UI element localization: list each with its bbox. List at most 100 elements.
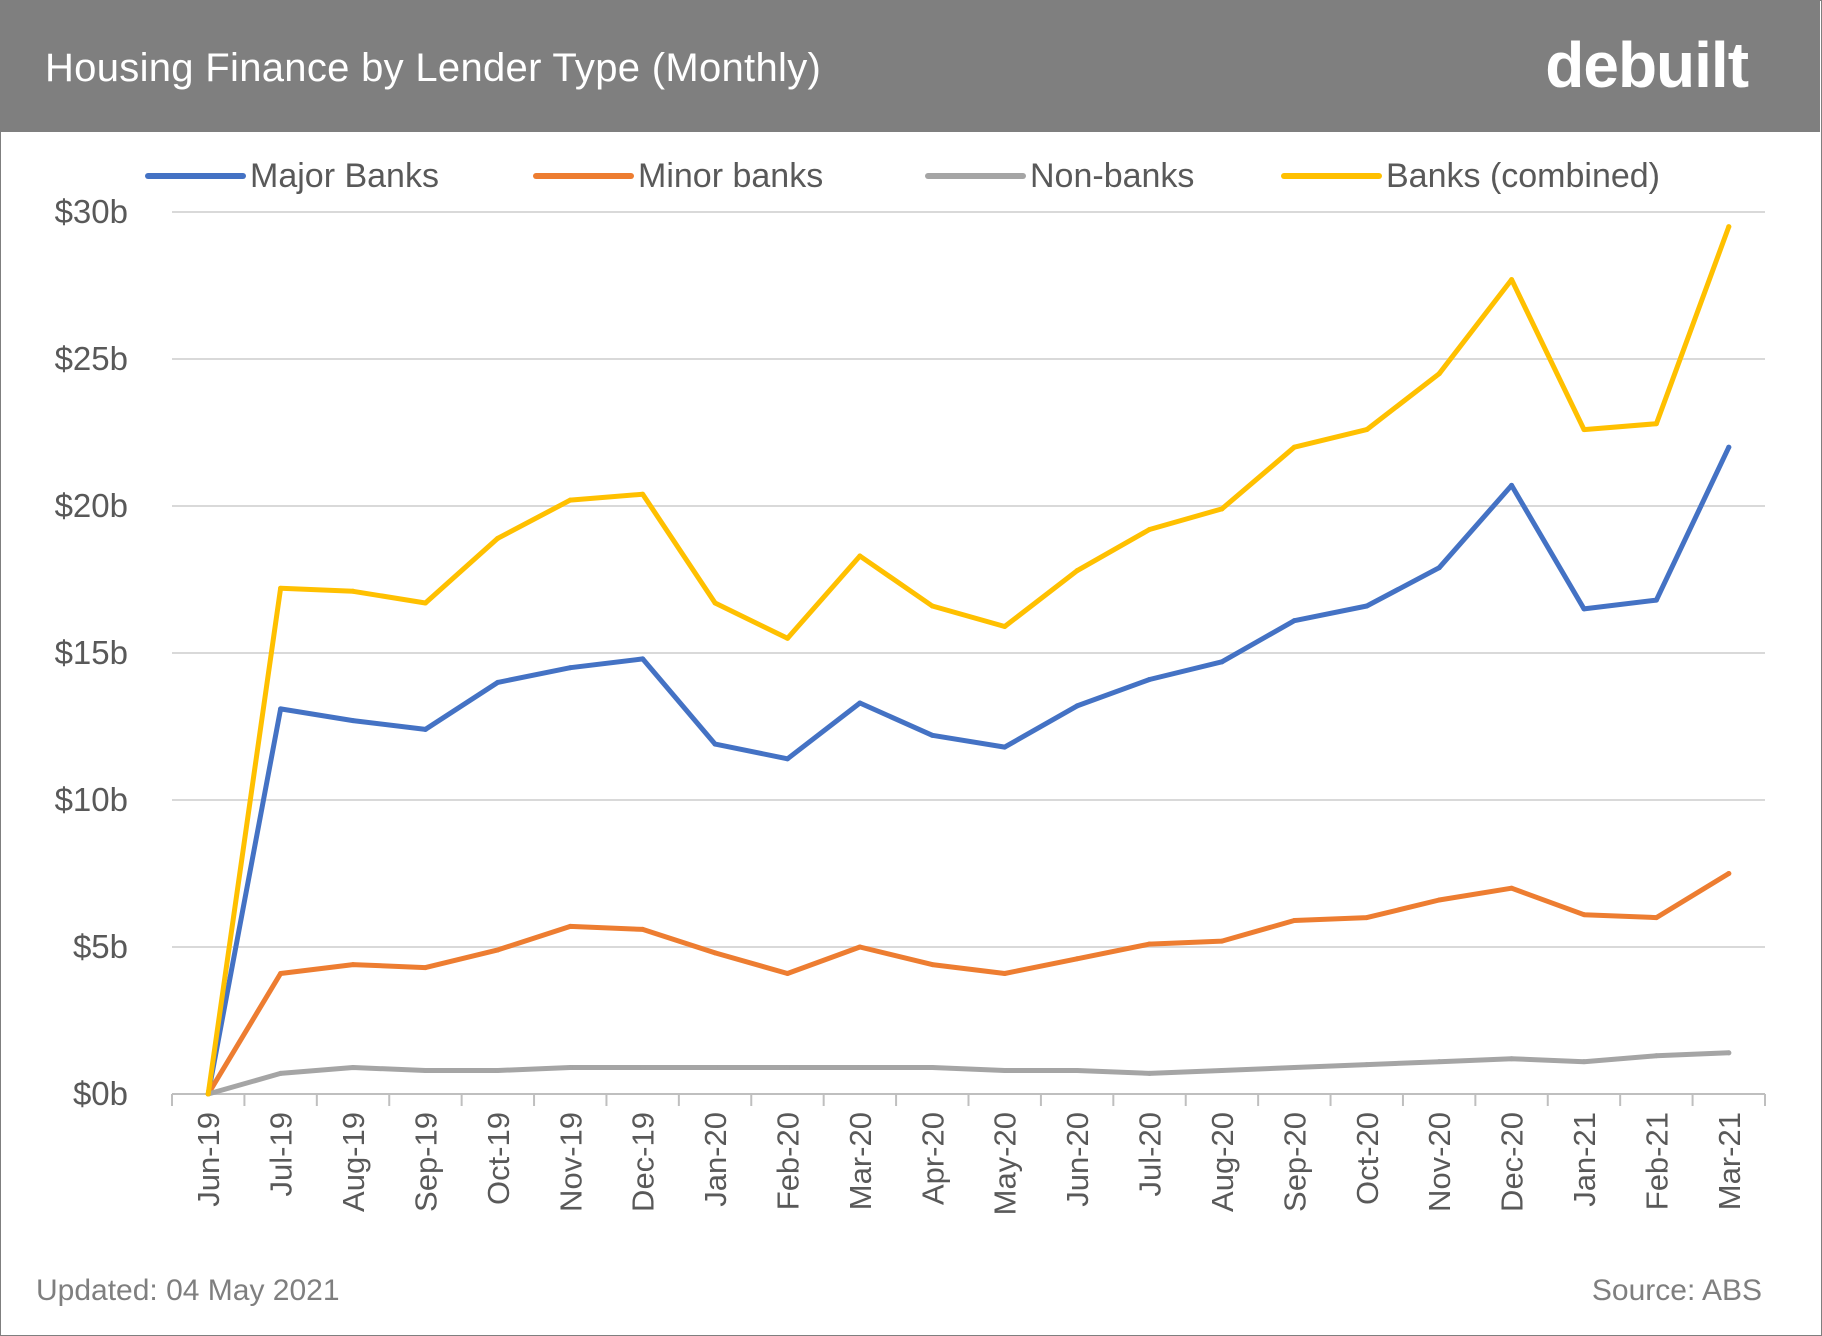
series-line-minor-banks bbox=[205, 871, 1732, 1097]
x-tick-label: Jan-21 bbox=[1567, 1112, 1602, 1207]
data-point-banks-combined bbox=[1074, 568, 1080, 574]
data-point-minor-banks bbox=[1074, 956, 1080, 962]
data-point-non-banks bbox=[1726, 1050, 1732, 1056]
x-tick-label: Feb-21 bbox=[1639, 1112, 1674, 1210]
data-point-minor-banks bbox=[1147, 941, 1153, 947]
data-point-major-banks bbox=[1147, 676, 1153, 682]
legend-label-banks-combined: Banks (combined) bbox=[1386, 157, 1660, 195]
data-point-banks-combined bbox=[857, 553, 863, 559]
data-point-major-banks bbox=[712, 741, 718, 747]
data-point-major-banks bbox=[784, 756, 790, 762]
data-point-banks-combined bbox=[1653, 421, 1659, 427]
data-point-banks-combined bbox=[1147, 527, 1153, 533]
data-point-major-banks bbox=[350, 718, 356, 724]
data-point-minor-banks bbox=[784, 970, 790, 976]
data-point-banks-combined bbox=[1436, 371, 1442, 377]
legend-label-non-banks: Non-banks bbox=[1030, 157, 1194, 195]
data-point-major-banks bbox=[1509, 482, 1515, 488]
legend-label-major-banks: Major Banks bbox=[250, 157, 439, 195]
data-point-major-banks bbox=[1653, 597, 1659, 603]
data-point-minor-banks bbox=[1726, 871, 1732, 876]
data-point-banks-combined bbox=[712, 600, 718, 606]
data-point-minor-banks bbox=[567, 923, 573, 929]
data-point-banks-combined bbox=[278, 585, 284, 591]
data-point-banks-combined bbox=[784, 635, 790, 641]
data-point-non-banks bbox=[784, 1065, 790, 1071]
y-tick-label: $5b bbox=[73, 928, 128, 965]
data-point-major-banks bbox=[495, 679, 501, 685]
data-point-major-banks bbox=[1364, 603, 1370, 609]
x-tick-label: Dec-20 bbox=[1495, 1112, 1530, 1212]
data-point-major-banks bbox=[1726, 444, 1732, 450]
data-point-minor-banks bbox=[1364, 915, 1370, 921]
data-point-major-banks bbox=[929, 732, 935, 738]
data-point-non-banks bbox=[640, 1065, 646, 1071]
data-point-banks-combined bbox=[422, 600, 428, 606]
x-tick-label: Dec-19 bbox=[626, 1112, 661, 1212]
x-tick-label: Jan-20 bbox=[698, 1112, 733, 1207]
x-tick-label: Mar-20 bbox=[843, 1112, 878, 1210]
data-point-minor-banks bbox=[1291, 918, 1297, 924]
data-point-non-banks bbox=[929, 1065, 935, 1071]
x-tick-label: Aug-20 bbox=[1205, 1112, 1240, 1212]
x-tick-label: Jun-20 bbox=[1060, 1112, 1095, 1207]
y-tick-label: $30b bbox=[55, 193, 128, 230]
data-point-minor-banks bbox=[640, 926, 646, 932]
data-point-minor-banks bbox=[278, 970, 284, 976]
data-point-non-banks bbox=[712, 1065, 718, 1071]
data-point-minor-banks bbox=[1509, 885, 1515, 891]
chart-title: Housing Finance by Lender Type (Monthly) bbox=[45, 46, 822, 90]
data-point-non-banks bbox=[1581, 1059, 1587, 1065]
x-tick-label: Mar-21 bbox=[1712, 1112, 1747, 1210]
data-point-banks-combined bbox=[1509, 277, 1515, 283]
header-bar: Housing Finance by Lender Type (Monthly)… bbox=[0, 0, 1820, 132]
x-tick-label: Jul-20 bbox=[1133, 1112, 1168, 1196]
data-point-non-banks bbox=[1436, 1059, 1442, 1065]
data-point-major-banks bbox=[422, 726, 428, 732]
data-point-banks-combined bbox=[640, 491, 646, 497]
data-point-non-banks bbox=[495, 1067, 501, 1073]
data-point-banks-combined bbox=[1219, 506, 1225, 512]
data-point-banks-combined bbox=[1726, 224, 1732, 230]
data-point-non-banks bbox=[1509, 1056, 1515, 1062]
data-point-major-banks bbox=[1436, 565, 1442, 571]
debuilt-logo: debuilt bbox=[1545, 29, 1749, 101]
data-point-non-banks bbox=[1291, 1065, 1297, 1071]
data-point-non-banks bbox=[1147, 1070, 1153, 1076]
x-tick-label: Nov-19 bbox=[553, 1112, 588, 1212]
data-point-non-banks bbox=[1653, 1053, 1659, 1059]
data-point-banks-combined bbox=[1002, 624, 1008, 630]
x-tick-label: May-20 bbox=[988, 1112, 1023, 1215]
y-tick-label: $25b bbox=[55, 340, 128, 377]
x-tick-label: Oct-20 bbox=[1350, 1112, 1385, 1205]
data-point-major-banks bbox=[1291, 618, 1297, 624]
x-tick-label: Jun-19 bbox=[191, 1112, 226, 1207]
x-tick-label: Feb-20 bbox=[770, 1112, 805, 1210]
y-tick-label: $10b bbox=[55, 781, 128, 818]
data-point-banks-combined bbox=[1291, 444, 1297, 450]
data-point-major-banks bbox=[857, 700, 863, 706]
data-point-major-banks bbox=[567, 665, 573, 671]
data-point-minor-banks bbox=[495, 947, 501, 953]
y-tick-label: $20b bbox=[55, 487, 128, 524]
data-point-banks-combined bbox=[1364, 427, 1370, 433]
data-point-minor-banks bbox=[1219, 938, 1225, 944]
data-point-banks-combined bbox=[495, 535, 501, 541]
x-tick-label: Apr-20 bbox=[915, 1112, 950, 1205]
data-point-major-banks bbox=[640, 656, 646, 662]
source-credit: Source: ABS bbox=[1591, 1274, 1762, 1307]
data-point-non-banks bbox=[857, 1065, 863, 1071]
data-point-minor-banks bbox=[1581, 912, 1587, 918]
x-tick-label: Jul-19 bbox=[264, 1112, 299, 1196]
data-point-banks-combined bbox=[205, 1091, 211, 1097]
legend-label-minor-banks: Minor banks bbox=[638, 157, 823, 195]
data-point-non-banks bbox=[350, 1065, 356, 1071]
data-point-non-banks bbox=[422, 1067, 428, 1073]
series-line-non-banks bbox=[205, 1050, 1732, 1097]
data-point-minor-banks bbox=[422, 965, 428, 971]
data-point-major-banks bbox=[1002, 744, 1008, 750]
data-point-major-banks bbox=[1581, 606, 1587, 612]
data-point-non-banks bbox=[1364, 1062, 1370, 1068]
x-tick-label: Nov-20 bbox=[1422, 1112, 1457, 1212]
